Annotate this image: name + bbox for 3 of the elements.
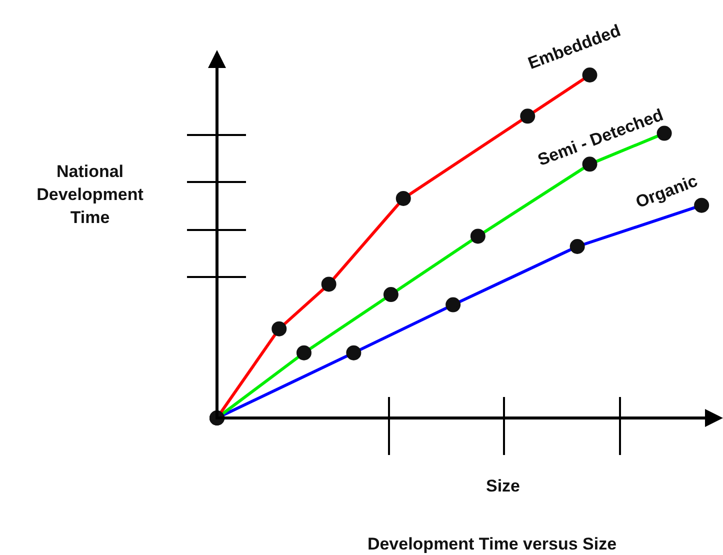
y-axis-title: National Development Time — [36, 161, 144, 229]
text: Development Time versus Size — [367, 534, 617, 554]
x-axis-title: Size — [486, 476, 520, 496]
